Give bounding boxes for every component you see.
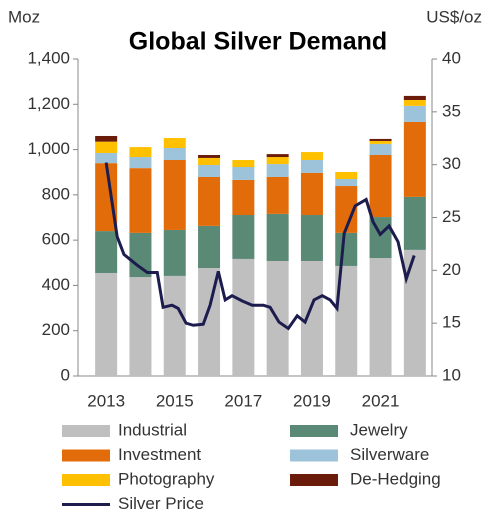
bar-segment xyxy=(198,267,221,376)
bar-segment xyxy=(129,277,152,376)
bar-segment xyxy=(129,157,152,169)
bar-segment xyxy=(95,163,118,232)
x-tick-label: 2021 xyxy=(362,391,400,410)
bar-segment xyxy=(232,215,255,259)
bar-segment xyxy=(300,215,323,261)
x-tick-label: 2019 xyxy=(293,391,331,410)
legend-swatch xyxy=(290,449,338,462)
bar-segment xyxy=(163,275,186,376)
bar-segment xyxy=(198,225,221,268)
y2-tick-label: 40 xyxy=(442,48,461,67)
bar-segment xyxy=(266,176,289,214)
bar-segment xyxy=(266,164,289,177)
bar-segment xyxy=(403,95,426,100)
bar-segment xyxy=(335,232,358,266)
y2-tick-label: 20 xyxy=(442,260,461,279)
legend-label: Photography xyxy=(118,469,215,488)
bar-segment xyxy=(198,155,221,158)
y2-tick-label: 25 xyxy=(442,207,461,226)
y-tick-label: 400 xyxy=(42,275,70,294)
bar-segment xyxy=(95,135,118,142)
y-tick-label: 600 xyxy=(42,230,70,249)
y-axis-label: Moz xyxy=(8,7,40,26)
bar-segment xyxy=(95,231,118,273)
legend-swatch xyxy=(290,425,338,437)
y-tick-label: 1,000 xyxy=(27,139,70,158)
bar-segment xyxy=(369,138,392,141)
bar-segment xyxy=(335,265,358,376)
legend-label: Investment xyxy=(118,445,201,464)
legend-label: Jewelry xyxy=(350,420,408,439)
bar-segment xyxy=(129,232,152,278)
y2-tick-label: 15 xyxy=(442,313,461,332)
bar-segment xyxy=(403,249,426,376)
bar-segment xyxy=(163,159,186,230)
bar-segment xyxy=(198,164,221,177)
bar-segment xyxy=(163,138,186,148)
legend-swatch xyxy=(62,425,110,437)
y-tick-label: 1,400 xyxy=(27,48,70,67)
bar-segment xyxy=(95,272,118,376)
bar-segment xyxy=(198,176,221,226)
bar-segment xyxy=(403,196,426,250)
bar-segment xyxy=(335,179,358,187)
y2-tick-label: 35 xyxy=(442,101,461,120)
y2-tick-label: 10 xyxy=(442,365,461,384)
bar-segment xyxy=(163,147,186,160)
bar-segment xyxy=(232,159,255,168)
price-line xyxy=(104,162,416,331)
y-tick-label: 800 xyxy=(42,184,70,203)
bar-segment xyxy=(403,121,426,197)
bar-segment xyxy=(232,167,255,180)
legend-swatch xyxy=(62,474,110,486)
y2-tick-label: 30 xyxy=(442,154,461,173)
bar-segment xyxy=(300,172,323,216)
legend-label: Silver Price xyxy=(118,494,204,513)
bar-segment xyxy=(266,157,289,165)
legend-swatch xyxy=(62,449,110,462)
bar-segment xyxy=(232,258,255,376)
bar-segment xyxy=(300,152,323,160)
bar-segment xyxy=(403,105,426,122)
bar-segment xyxy=(95,152,118,164)
y-tick-label: 1,200 xyxy=(27,94,70,113)
x-tick-label: 2015 xyxy=(156,391,194,410)
bar-segment xyxy=(266,213,289,261)
bar-segment xyxy=(369,143,392,156)
legend-label: Silverware xyxy=(350,445,429,464)
bar-segment xyxy=(266,154,289,158)
x-tick-label: 2017 xyxy=(224,391,262,410)
legend-label: Industrial xyxy=(118,420,187,439)
y2-axis-label: US$/oz xyxy=(426,7,482,26)
bar-segment xyxy=(300,260,323,376)
bar-segment xyxy=(369,258,392,376)
bar-segment xyxy=(300,159,323,173)
bar-segment xyxy=(198,157,221,165)
y-tick-label: 0 xyxy=(61,365,70,384)
bar-segment xyxy=(369,155,392,218)
legend-swatch xyxy=(290,474,338,486)
bar-segment xyxy=(129,168,152,233)
bar-segment xyxy=(95,141,118,153)
bar-segment xyxy=(335,171,358,180)
bar-segment xyxy=(403,99,426,106)
chart-title: Global Silver Demand xyxy=(129,28,387,56)
x-tick-label: 2013 xyxy=(87,391,125,410)
bar-segment xyxy=(232,179,255,216)
bar-segment xyxy=(129,147,152,158)
y-tick-label: 200 xyxy=(42,320,70,339)
bar-segment xyxy=(163,229,186,276)
legend-label: De-Hedging xyxy=(350,469,441,488)
bar-segment xyxy=(335,186,358,233)
bar-segment xyxy=(369,140,392,144)
